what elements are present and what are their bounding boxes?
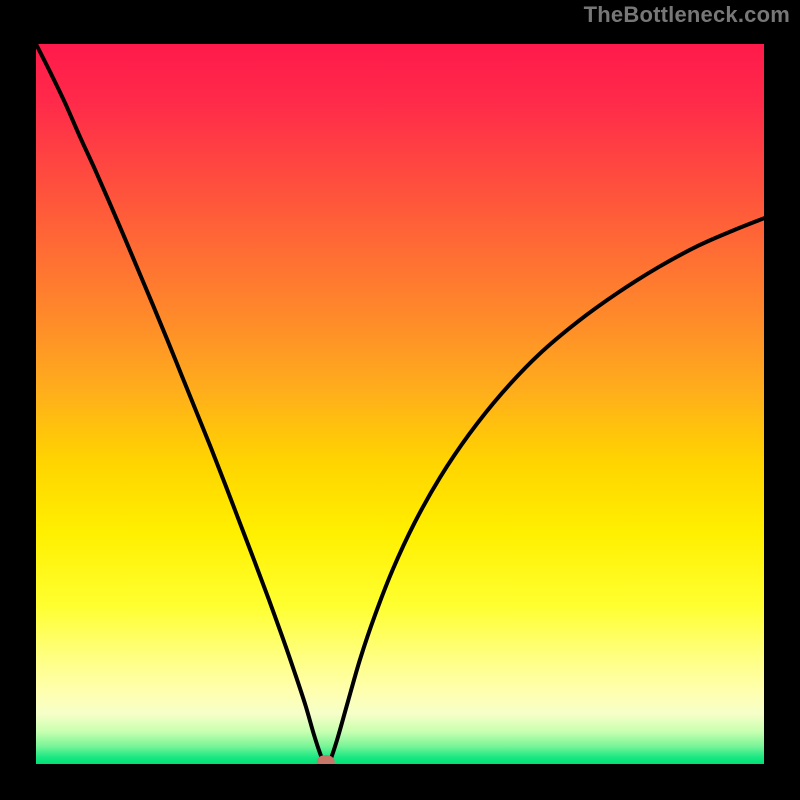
frame-border <box>16 764 784 784</box>
frame-border <box>16 24 36 784</box>
watermark-text: TheBottleneck.com <box>584 2 790 28</box>
plot-background-gradient <box>36 44 764 764</box>
frame-border <box>764 24 784 784</box>
bottleneck-chart <box>0 0 800 800</box>
